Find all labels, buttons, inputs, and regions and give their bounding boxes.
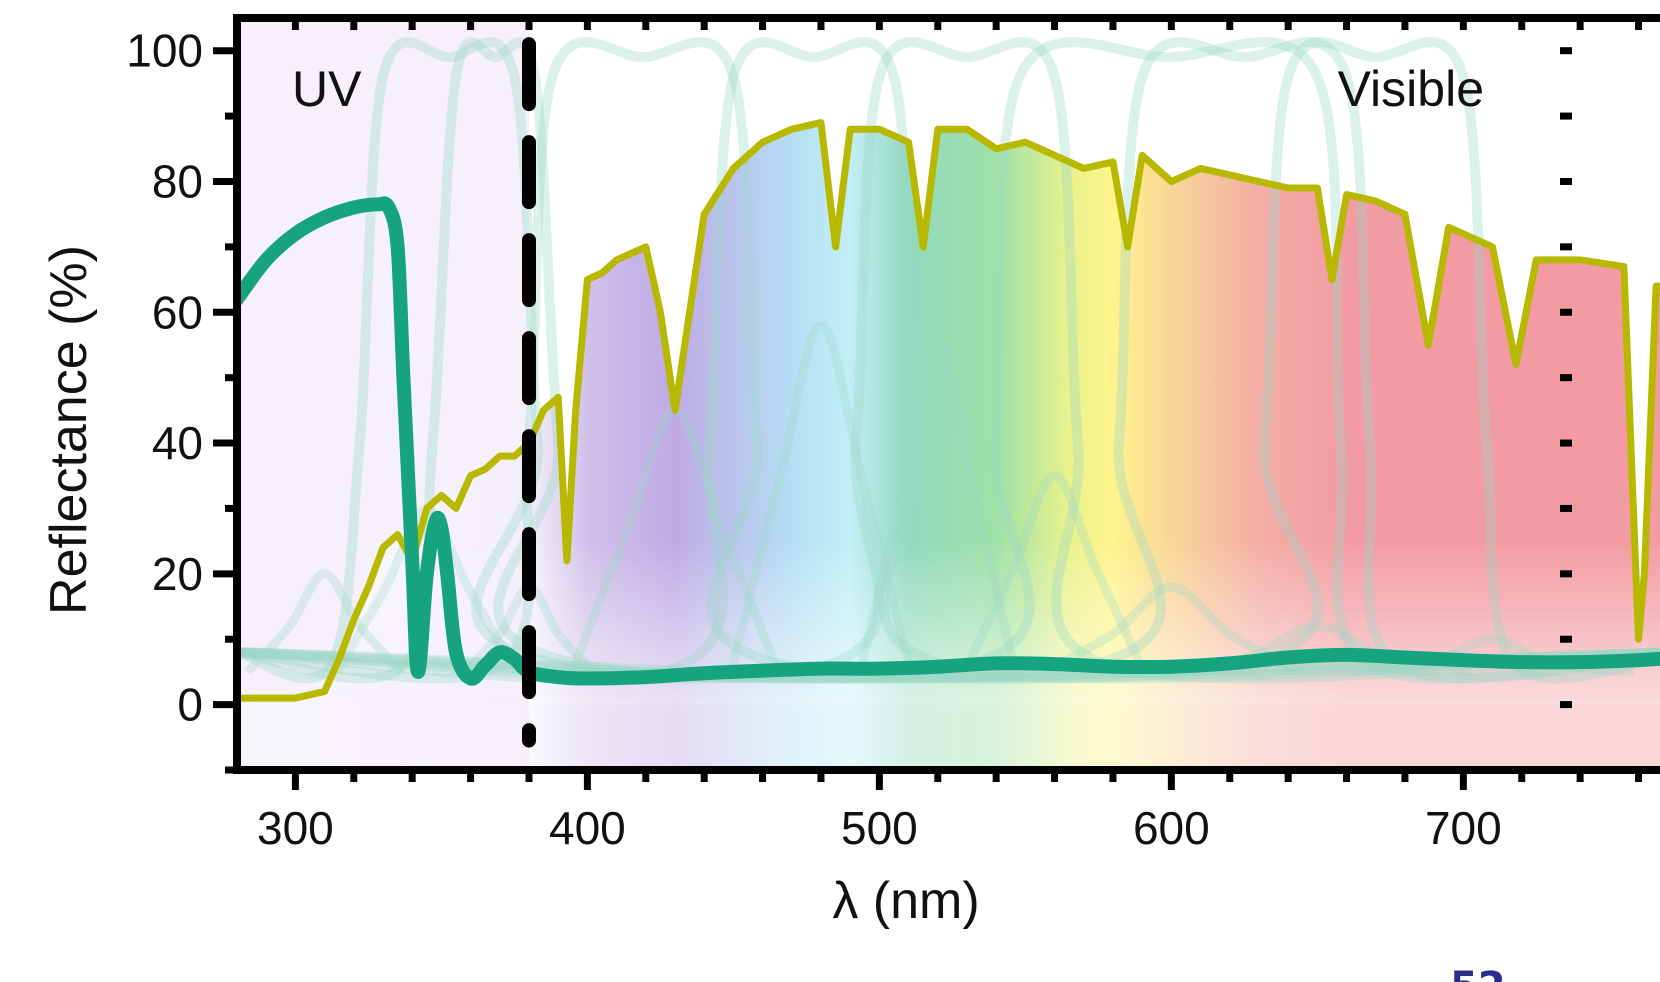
x-axis-tick-labels: 300 400 500 600 700 <box>257 802 1502 854</box>
filter-curve <box>237 37 1660 684</box>
page-number: 52 <box>1450 964 1506 982</box>
filter-curve <box>244 569 406 675</box>
y-tick-label: 20 <box>152 548 203 600</box>
y-tick-label: 40 <box>152 417 203 469</box>
filter-curve <box>726 320 916 674</box>
x-tick-label: 500 <box>841 802 918 854</box>
x-tick-label: 600 <box>1133 802 1210 854</box>
axis-ticks <box>213 18 1643 790</box>
solar-spectrum-line <box>237 119 1660 702</box>
plot-frame <box>233 14 1660 774</box>
y-tick-label: 0 <box>177 679 203 731</box>
y-tick-label: 100 <box>126 25 203 77</box>
visible-region-label: Visible <box>1338 61 1484 117</box>
solar-spectrum-fill <box>237 18 1660 770</box>
y-axis-title: Reflectance (%) <box>40 245 98 615</box>
filter-curve <box>856 340 1020 673</box>
filter-curve <box>237 37 1660 684</box>
y-axis-tick-labels: 0 20 40 60 80 100 <box>126 25 203 731</box>
x-tick-label: 700 <box>1425 802 1502 854</box>
y-tick-label: 60 <box>152 286 203 338</box>
x-tick-label: 300 <box>257 802 334 854</box>
filter-curve <box>1040 582 1302 676</box>
filter-curve <box>960 471 1149 674</box>
filter-curve <box>237 37 1660 684</box>
uv-region-label: UV <box>292 61 362 117</box>
x-tick-label: 400 <box>549 802 626 854</box>
x-axis-title: λ (nm) <box>832 872 979 930</box>
y-tick-label: 80 <box>152 155 203 207</box>
